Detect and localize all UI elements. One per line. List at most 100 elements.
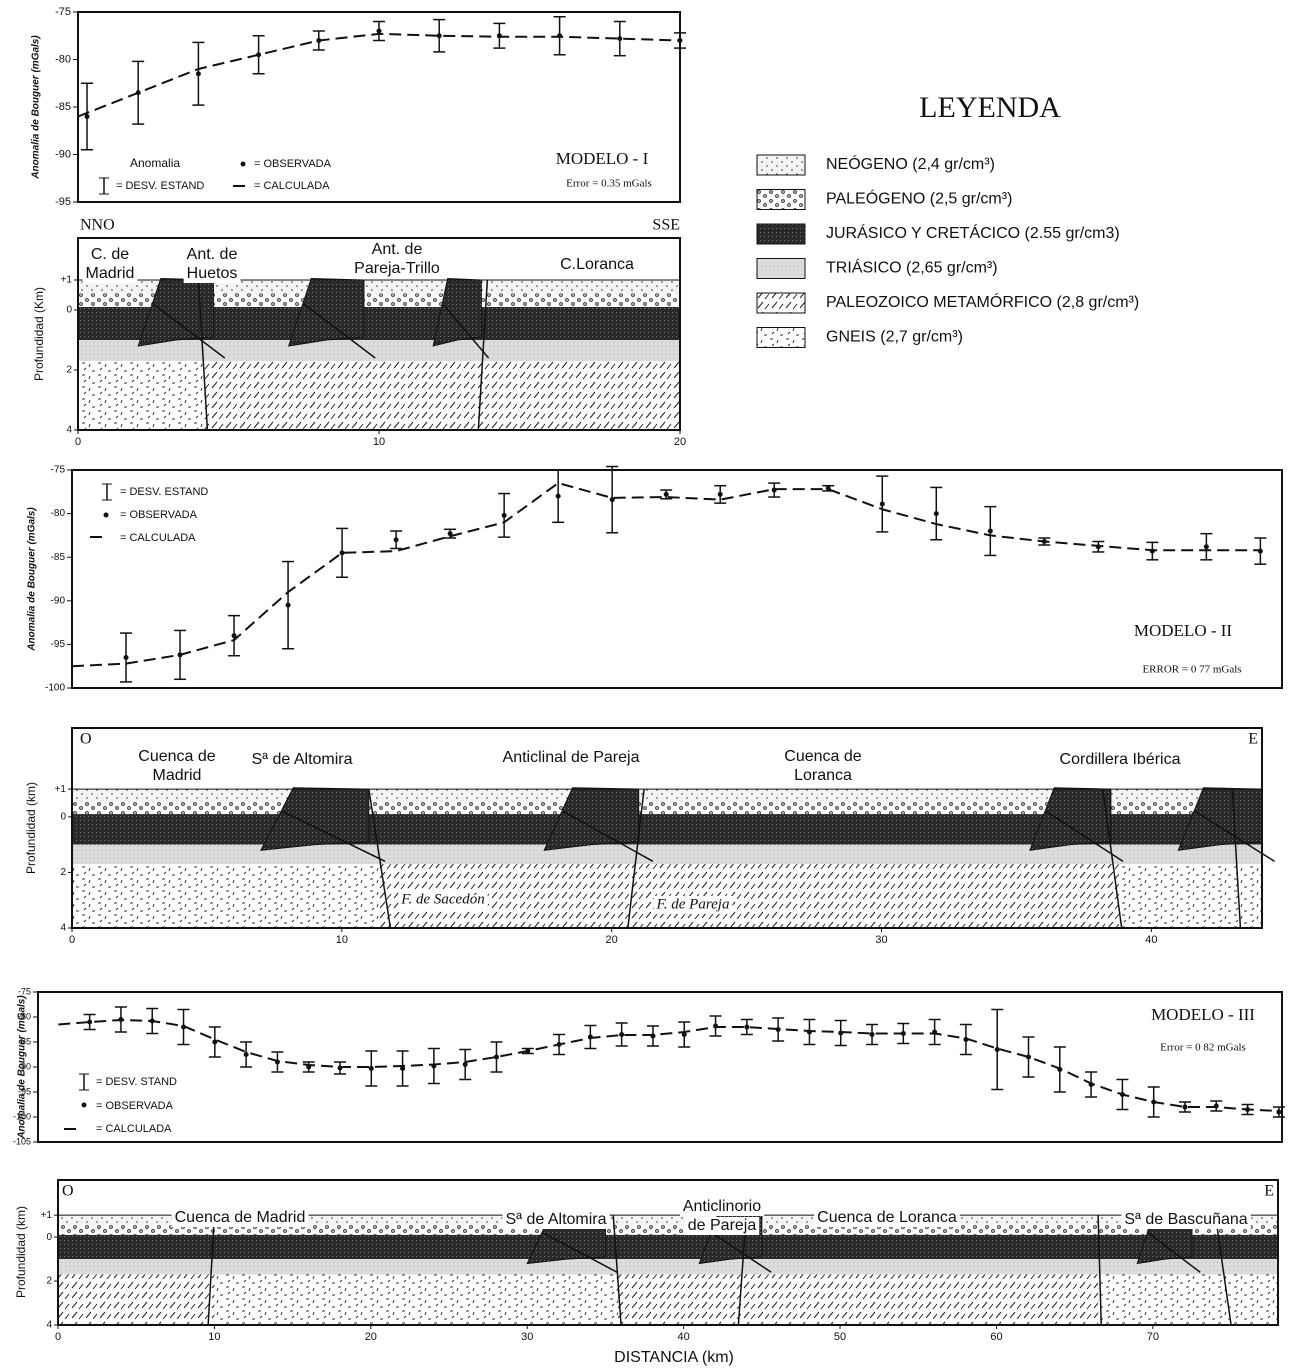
model-error: ERROR = 0 77 mGals xyxy=(1142,664,1241,676)
x-tick-label: 30 xyxy=(875,934,887,946)
x-tick-label: 20 xyxy=(365,1331,377,1343)
y-tick-label: -80 xyxy=(51,508,66,519)
observed-point xyxy=(437,33,442,38)
legend-title: Anomalia xyxy=(130,156,180,170)
observed-point xyxy=(124,655,129,660)
y-tick-label: -95 xyxy=(55,196,71,208)
place-label: de Pareja xyxy=(688,1217,757,1234)
legend-swatch xyxy=(757,328,805,348)
fault-label: F. de Pareja xyxy=(656,896,730,912)
legend-label: = OBSERVADA xyxy=(96,1100,174,1112)
y-axis-label: Anomalia de Bouguer (mGals) xyxy=(31,35,42,180)
observed-point xyxy=(880,502,885,507)
observed-point xyxy=(776,1027,781,1032)
observed-point xyxy=(150,1019,155,1024)
observed-point xyxy=(306,1065,311,1070)
layer-triassic xyxy=(58,1259,1278,1274)
observed-point xyxy=(256,52,261,57)
y-axis-label: Anomalia de Bouguer (mGals) xyxy=(27,507,38,652)
place-label: Cuenca de xyxy=(784,748,861,765)
y-tick-label: 0 xyxy=(66,305,72,316)
observed-point xyxy=(826,486,831,491)
layer-triassic xyxy=(78,340,680,361)
x-tick-label: 10 xyxy=(336,934,348,946)
plot-frame xyxy=(38,992,1282,1142)
legend-item: GNEIS (2,7 gr/cm³) xyxy=(826,329,963,346)
layer-basement xyxy=(214,1274,618,1325)
layer-basement xyxy=(204,361,680,430)
observed-point xyxy=(87,1020,92,1025)
observed-point xyxy=(377,29,382,34)
observed-point xyxy=(338,1066,343,1071)
x-axis-label: DISTANCIA (km) xyxy=(614,1349,734,1366)
observed-point xyxy=(650,1034,655,1039)
place-label: Ant. de xyxy=(187,246,238,263)
observed-point xyxy=(772,488,777,493)
calculated-line xyxy=(72,483,1260,666)
y-tick-label: -100 xyxy=(45,683,65,694)
observed-point xyxy=(244,1052,249,1057)
layer-basement xyxy=(1098,1274,1278,1325)
layer-basement xyxy=(78,361,204,430)
y-tick-label: 2 xyxy=(46,1276,52,1287)
observed-point xyxy=(557,1042,562,1047)
observed-point xyxy=(1096,544,1101,549)
legend-swatch xyxy=(757,224,805,244)
observed-point xyxy=(1182,1105,1187,1110)
place-label: Huetos xyxy=(187,265,238,282)
layer-basement xyxy=(618,1274,1098,1325)
observed-point xyxy=(588,1035,593,1040)
observed-point xyxy=(463,1062,468,1067)
observed-point xyxy=(502,513,507,518)
y-tick-label: -75 xyxy=(18,986,31,996)
y-tick-label: 0 xyxy=(46,1232,52,1243)
legend-label: = DESV. STAND xyxy=(96,1076,177,1088)
place-label: Loranca xyxy=(794,767,852,784)
legend-item: NEÓGENO (2,4 gr/cm³) xyxy=(826,154,995,173)
legend-key-observed xyxy=(241,162,246,167)
y-axis-label: Profundidad (km) xyxy=(14,1206,28,1298)
place-label: Sª de Altomira xyxy=(251,751,352,768)
observed-point xyxy=(286,603,291,608)
observed-point xyxy=(1258,549,1263,554)
y-axis-label: Profundidad (km) xyxy=(24,782,38,874)
observed-point xyxy=(275,1060,280,1065)
legend-label: = CALCULADA xyxy=(96,1123,172,1135)
layer-basement xyxy=(58,1274,214,1325)
observed-point xyxy=(1151,1100,1156,1105)
observed-point xyxy=(1214,1104,1219,1109)
model-name: MODELO - II xyxy=(1134,621,1233,640)
observed-point xyxy=(118,1017,123,1022)
legend-swatch xyxy=(757,259,805,279)
y-tick-label: -80 xyxy=(55,53,71,65)
legend-key-observed xyxy=(104,513,109,518)
observed-point xyxy=(178,652,183,657)
y-tick-label: -85 xyxy=(51,552,66,563)
observed-point xyxy=(1150,549,1155,554)
corner-label: SSE xyxy=(652,217,680,234)
x-tick-label: 20 xyxy=(674,436,686,448)
place-label: Pareja-Trillo xyxy=(354,260,440,277)
layer-jurassic xyxy=(58,1235,1278,1259)
observed-point xyxy=(1276,1110,1281,1115)
legend-swatch xyxy=(757,293,805,313)
place-label: Sª de Bascuñana xyxy=(1124,1211,1247,1228)
y-tick-label: 4 xyxy=(46,1320,52,1331)
layer-triassic xyxy=(72,845,1262,864)
corner-label: O xyxy=(62,1183,74,1200)
y-tick-label: 0 xyxy=(60,812,66,823)
x-tick-label: 70 xyxy=(1147,1331,1159,1343)
x-tick-label: 40 xyxy=(678,1331,690,1343)
observed-point xyxy=(394,537,399,542)
observed-point xyxy=(369,1066,374,1071)
observed-point xyxy=(617,36,622,41)
x-tick-label: 60 xyxy=(990,1331,1002,1343)
observed-point xyxy=(718,492,723,497)
observed-point xyxy=(610,497,615,502)
x-tick-label: 40 xyxy=(1145,934,1157,946)
observed-point xyxy=(807,1030,812,1035)
observed-point xyxy=(316,38,321,43)
corner-label: O xyxy=(80,731,92,748)
x-tick-label: 10 xyxy=(208,1331,220,1343)
x-tick-label: 0 xyxy=(55,1331,61,1343)
